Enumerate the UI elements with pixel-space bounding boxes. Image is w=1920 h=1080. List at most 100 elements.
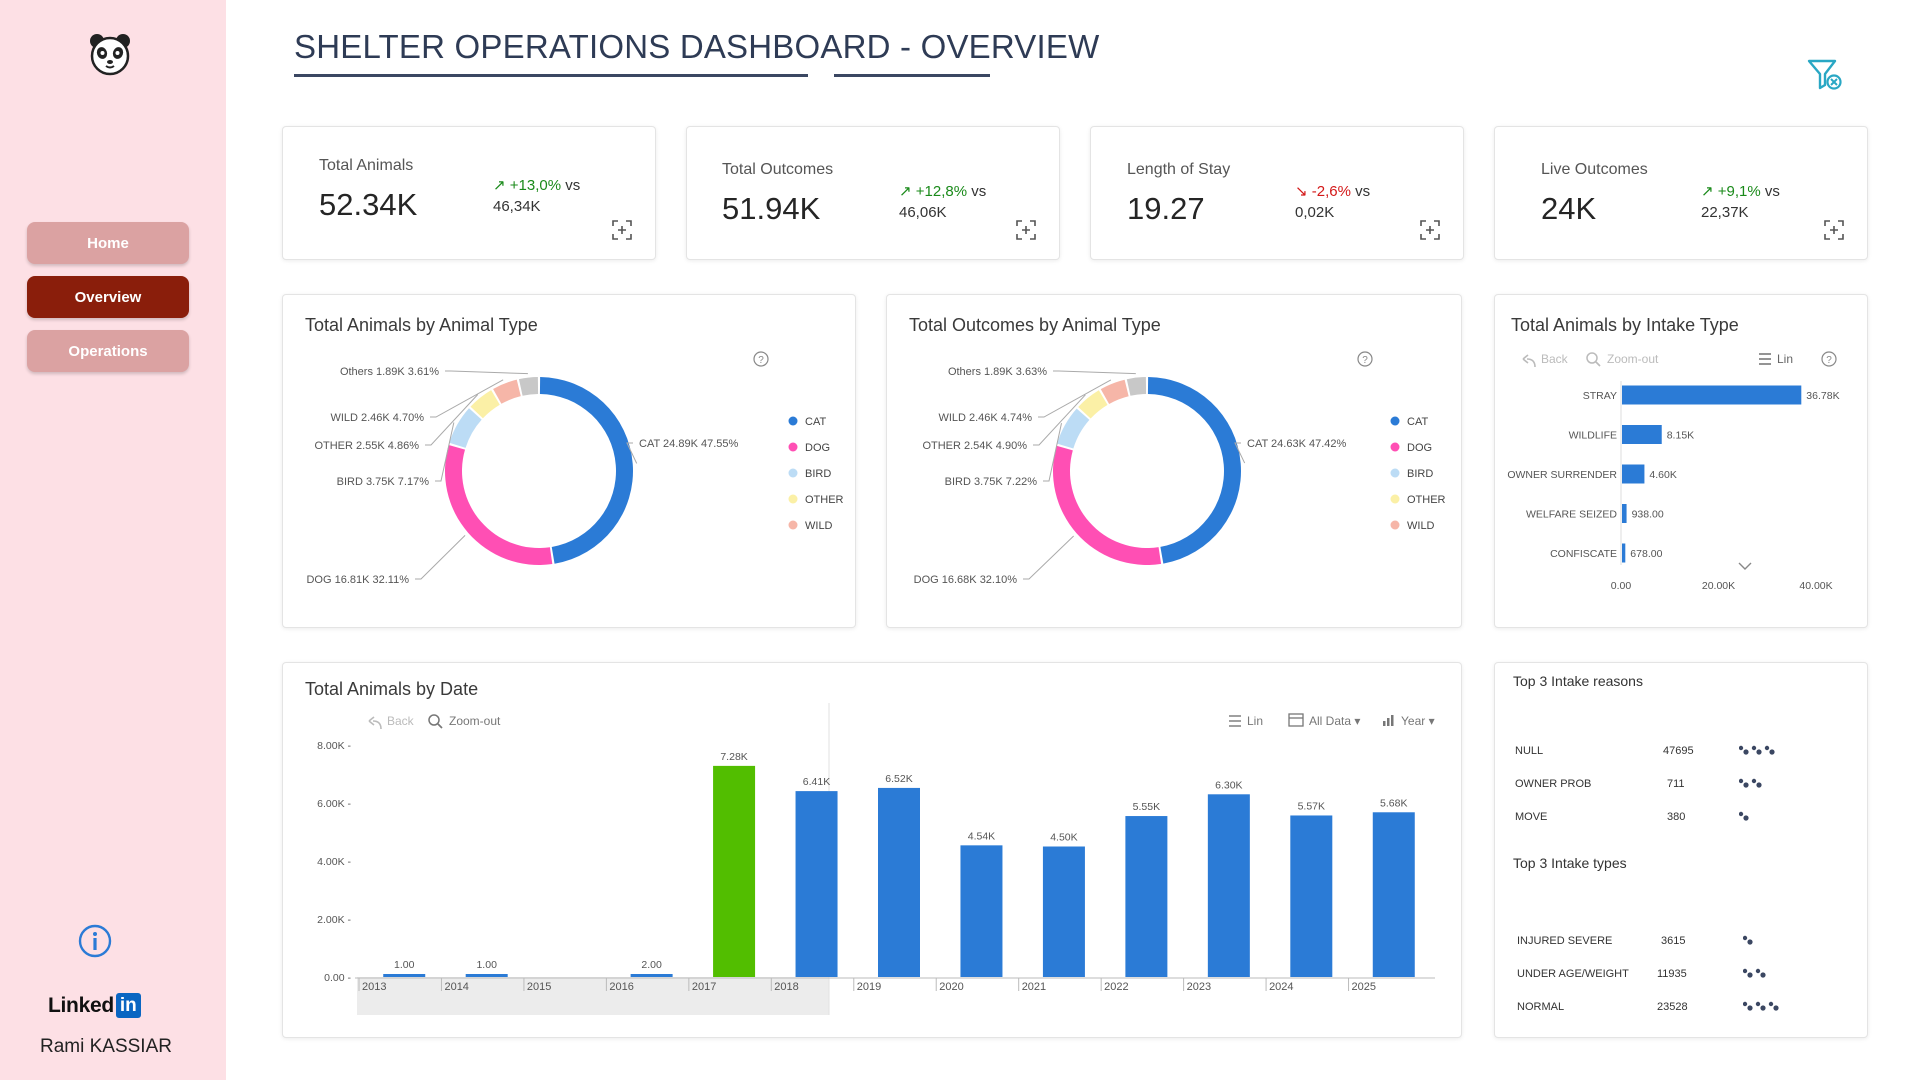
date-range-dropdown[interactable]: All Data ▾ — [1309, 714, 1360, 728]
bar-2019[interactable] — [878, 787, 920, 977]
row-name: NORMAL — [1517, 1001, 1565, 1013]
donut-slice-cat[interactable] — [1147, 377, 1241, 564]
filter-clear-icon[interactable] — [1806, 58, 1844, 92]
nav-overview-button[interactable]: Overview — [27, 276, 189, 318]
focus-mode-icon[interactable] — [1823, 219, 1845, 241]
chart-title: Total Animals by Animal Type — [305, 315, 538, 335]
donut-chart[interactable]: CAT 24.89K 47.55% DOG 16.81K 32.11% BIRD 3… — [283, 295, 857, 629]
bar-welfare-seized[interactable] — [1622, 504, 1627, 523]
period-dropdown[interactable]: Year ▾ — [1401, 714, 1435, 728]
scale-toggle[interactable]: Lin — [1247, 714, 1263, 728]
donut-slice-wild[interactable] — [1100, 379, 1129, 404]
chart-title: Total Animals by Date — [305, 679, 479, 699]
bar-2025[interactable] — [1372, 812, 1415, 977]
donut-slice-other[interactable] — [470, 390, 500, 419]
bar-2021[interactable] — [1042, 846, 1085, 978]
donut-slice-others[interactable] — [518, 377, 539, 396]
chart-title: Total Outcomes by Animal Type — [909, 315, 1161, 335]
kpi-card-total-animals: Total Animals 52.34K ↗ +13,0% vs 46,34K — [282, 126, 656, 260]
zoom-out-icon[interactable] — [428, 714, 443, 729]
kpi-value: 52.34K — [319, 187, 418, 222]
bar-2022[interactable] — [1125, 816, 1168, 977]
focus-mode-icon[interactable] — [1015, 219, 1037, 241]
donut-slice-bird[interactable] — [449, 408, 482, 448]
donut-slice-cat[interactable] — [539, 377, 633, 564]
donut-slice-dog[interactable] — [445, 444, 553, 565]
kpi-label: Length of Stay — [1127, 161, 1231, 178]
help-icon[interactable]: ? — [753, 351, 769, 367]
legend-item[interactable]: OTHER — [805, 494, 844, 506]
donut-slice-wild[interactable] — [493, 379, 521, 404]
zoom-out-icon[interactable] — [1586, 352, 1601, 367]
bar-2016[interactable] — [630, 974, 673, 977]
bar-2024[interactable] — [1290, 815, 1333, 977]
slice-label: CAT 24.89K 47.55% — [639, 438, 738, 450]
category-label: CONFISCATE — [1550, 548, 1617, 560]
back-arrow-icon[interactable] — [1522, 354, 1536, 368]
info-icon[interactable] — [78, 924, 112, 958]
leader-line — [1038, 379, 1112, 418]
legend-item[interactable]: WILD — [805, 520, 833, 532]
calendar-icon[interactable] — [1288, 713, 1304, 727]
sidebar: Home Overview Operations Linked in Rami … — [0, 0, 226, 1080]
linkedin-link[interactable]: Linked in — [48, 993, 141, 1018]
kpi-value: 19.27 — [1127, 191, 1205, 226]
nav-operations-button[interactable]: Operations — [27, 330, 189, 372]
focus-mode-icon[interactable] — [611, 219, 633, 241]
bar-2014[interactable] — [465, 974, 508, 977]
panda-logo-icon — [90, 34, 130, 76]
bar-confiscate[interactable] — [1622, 543, 1626, 563]
scale-list-icon[interactable] — [1229, 715, 1241, 727]
donut-slice-others[interactable] — [1126, 377, 1147, 396]
legend-item[interactable]: CAT — [1407, 416, 1428, 428]
legend-item[interactable]: OTHER — [1407, 494, 1446, 506]
legend-swatch — [788, 468, 798, 478]
legend-item[interactable]: CAT — [805, 416, 826, 428]
range-selection[interactable] — [357, 977, 829, 1015]
bar-2020[interactable] — [960, 845, 1003, 977]
help-icon[interactable]: ? — [1821, 351, 1837, 367]
data-label: 7.28K — [720, 751, 747, 763]
legend-item[interactable]: DOG — [805, 442, 830, 454]
legend-item[interactable]: BIRD — [805, 468, 831, 480]
bar-2023[interactable] — [1207, 794, 1250, 977]
donut-slice-dog[interactable] — [1053, 445, 1162, 565]
zoom-out-button[interactable]: Zoom-out — [449, 714, 501, 728]
scale-toggle[interactable]: Lin — [1777, 352, 1793, 366]
bar-wildlife[interactable] — [1622, 425, 1662, 444]
bar-2017[interactable] — [713, 765, 756, 977]
scale-list-icon[interactable] — [1759, 353, 1771, 365]
back-arrow-icon[interactable] — [368, 716, 382, 730]
kpi-label: Total Outcomes — [722, 161, 834, 178]
x-tick-label: 2017 — [692, 981, 716, 993]
back-button[interactable]: Back — [1541, 352, 1569, 366]
bar-owner-surrender[interactable] — [1622, 464, 1645, 484]
legend-item[interactable]: WILD — [1407, 520, 1435, 532]
donut-chart[interactable]: CAT 24.63K 47.42% DOG 16.68K 32.10% BIRD 3… — [887, 295, 1463, 629]
data-label: 6.41K — [803, 776, 830, 788]
data-label: 1.00 — [394, 959, 415, 971]
bar-stray[interactable] — [1622, 385, 1802, 405]
horizontal-bar-chart[interactable]: Back Zoom-out Lin ? STRAY 36.78K WILDLIFE 8.15K… — [1495, 295, 1869, 629]
nav-home-button[interactable]: Home — [27, 222, 189, 264]
back-button[interactable]: Back — [387, 714, 415, 728]
chevron-down-icon[interactable] — [1738, 562, 1752, 570]
period-chart-icon[interactable] — [1383, 715, 1394, 726]
donut-slice-bird[interactable] — [1057, 408, 1090, 449]
linkedin-text: Linked — [48, 993, 114, 1017]
x-tick-label: 2014 — [444, 981, 468, 993]
legend-item[interactable]: DOG — [1407, 442, 1432, 454]
help-icon[interactable]: ? — [1357, 351, 1373, 367]
kpi-card-total-outcomes: Total Outcomes 51.94K ↗ +12,8% vs 46,06K — [686, 126, 1060, 260]
focus-mode-icon[interactable] — [1419, 219, 1441, 241]
bar-2013[interactable] — [383, 974, 426, 977]
row-name: OWNER PROB — [1515, 778, 1592, 790]
row-name: NULL — [1515, 745, 1544, 757]
legend-item[interactable]: BIRD — [1407, 468, 1433, 480]
donut-slice-other[interactable] — [1078, 390, 1108, 419]
bar-2018[interactable] — [795, 791, 838, 977]
kpi-delta-value: +9,1% — [1717, 183, 1761, 200]
data-label: 6.52K — [885, 773, 912, 785]
bar-chart[interactable]: Back Zoom-out Lin All Data ▾ Year ▾ 0.00 - 2.0… — [283, 663, 1463, 1039]
zoom-out-button[interactable]: Zoom-out — [1607, 352, 1659, 366]
